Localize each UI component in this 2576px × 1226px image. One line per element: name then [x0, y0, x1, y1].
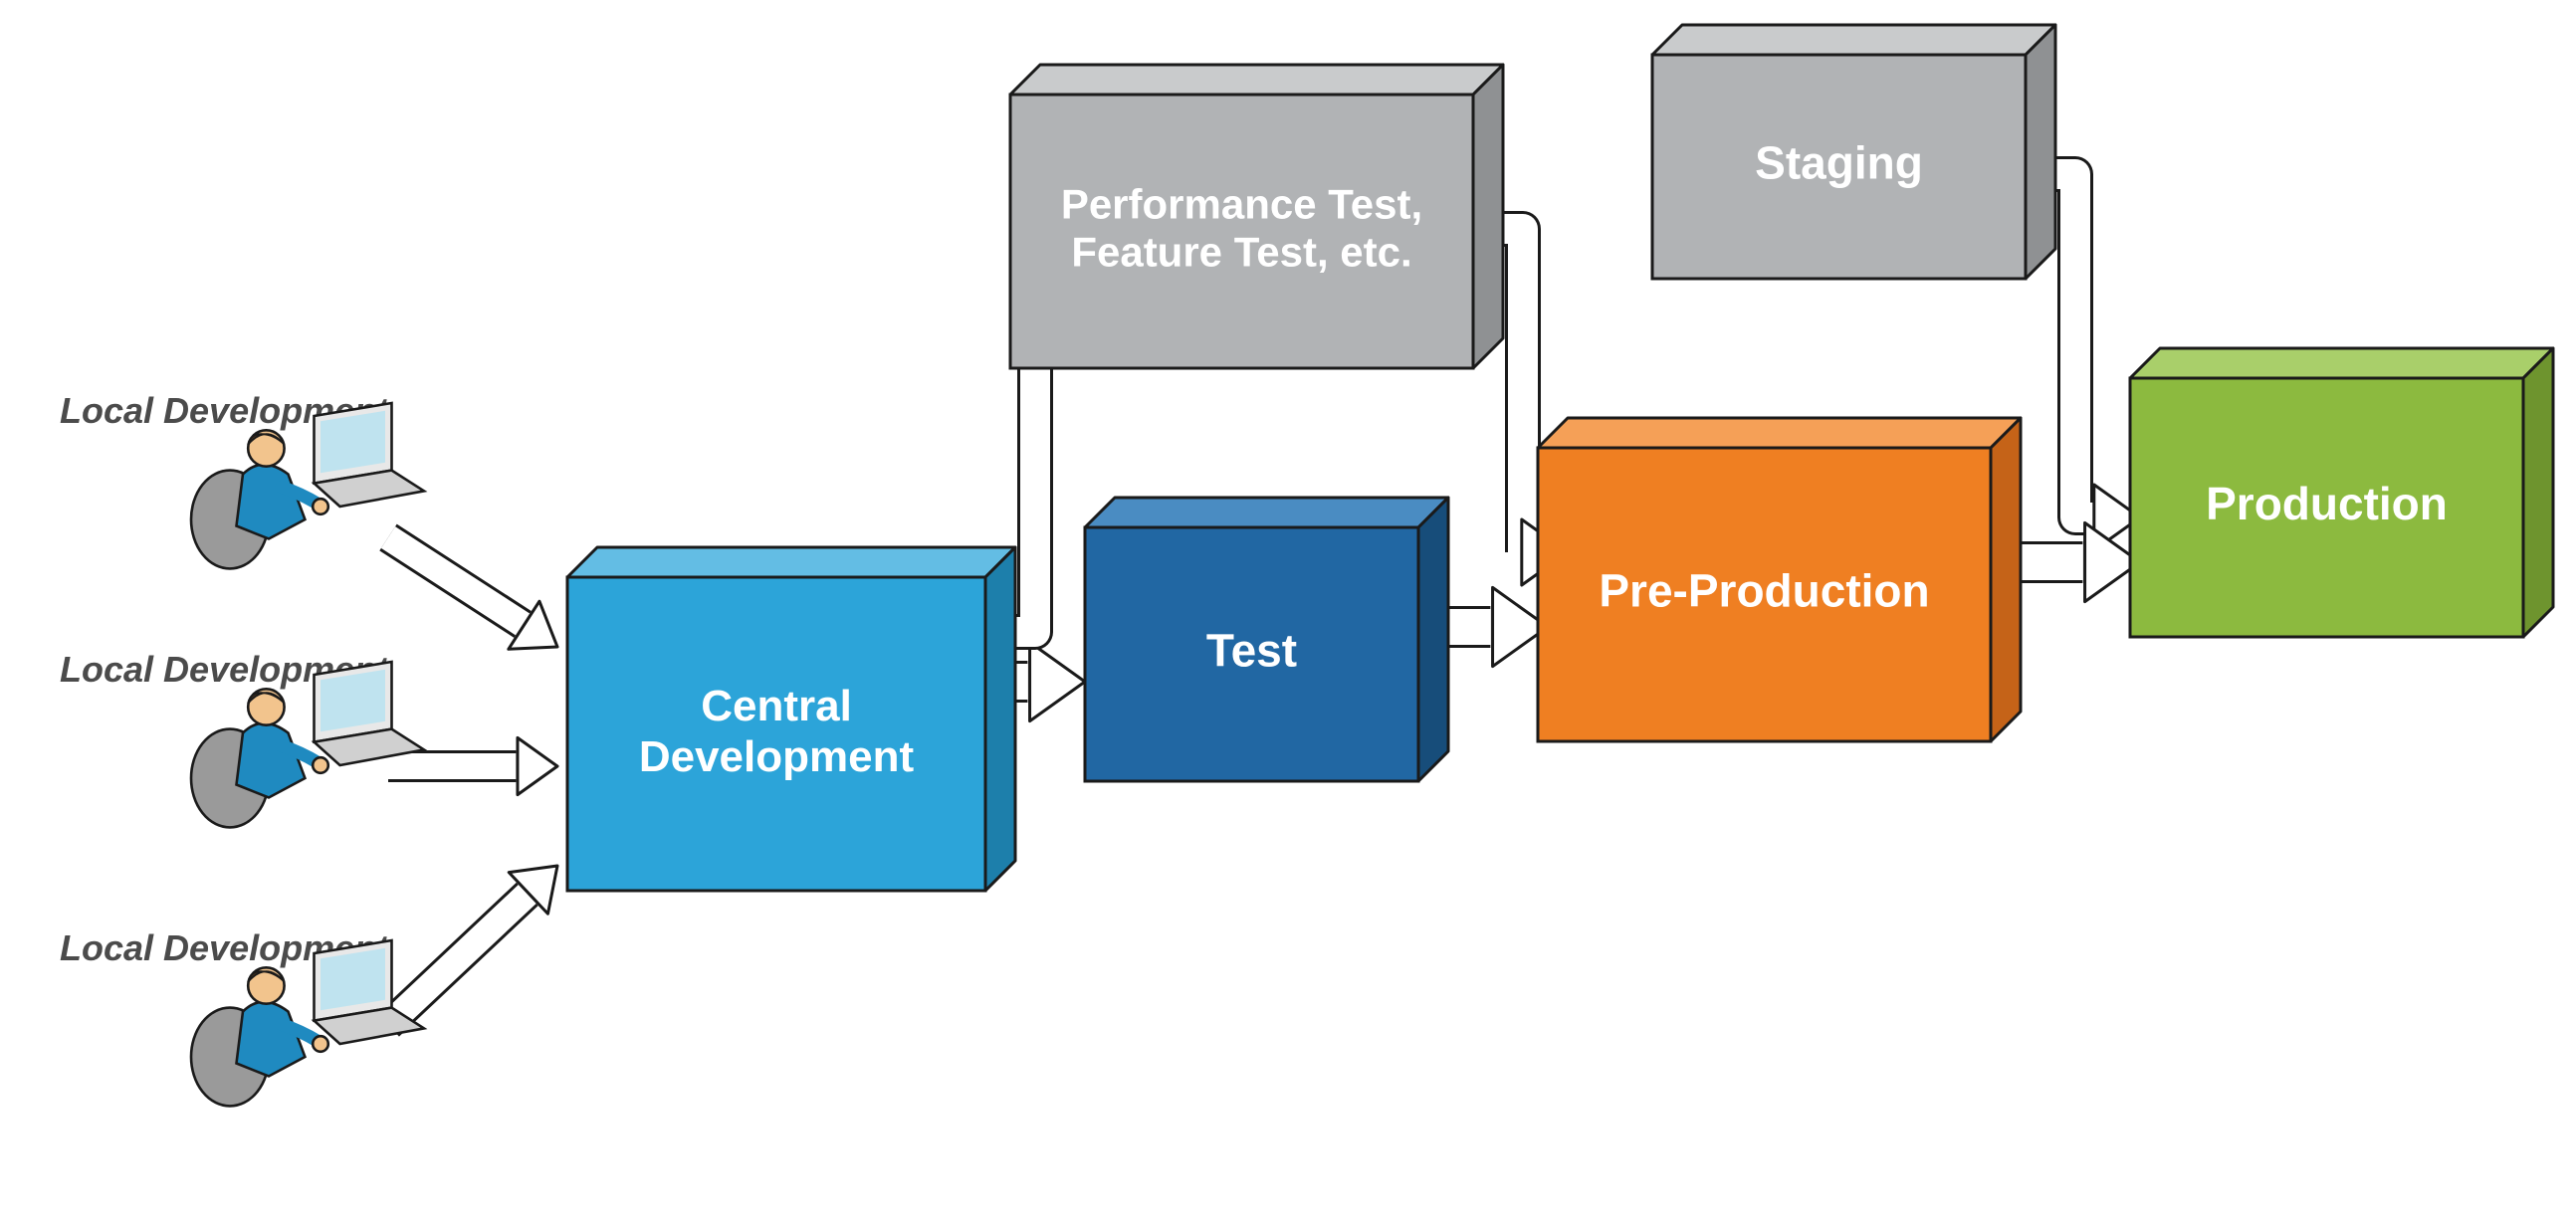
preprod-label: Pre-Production [1599, 565, 1929, 617]
dev3-to-central [388, 866, 557, 1025]
staging: Staging [1652, 25, 2055, 279]
perf_test-label: Performance Test,Feature Test, etc. [1061, 180, 1422, 275]
test-label: Test [1206, 625, 1297, 677]
production: Production [2130, 348, 2553, 637]
perf_test: Performance Test,Feature Test, etc. [1010, 65, 1503, 368]
dev1-to-central [388, 537, 557, 649]
central_dev: CentralDevelopment [567, 547, 1015, 891]
staging-label: Staging [1755, 137, 1923, 189]
preprod: Pre-Production [1538, 418, 2021, 741]
production-label: Production [2206, 478, 2448, 529]
test: Test [1085, 498, 1448, 781]
